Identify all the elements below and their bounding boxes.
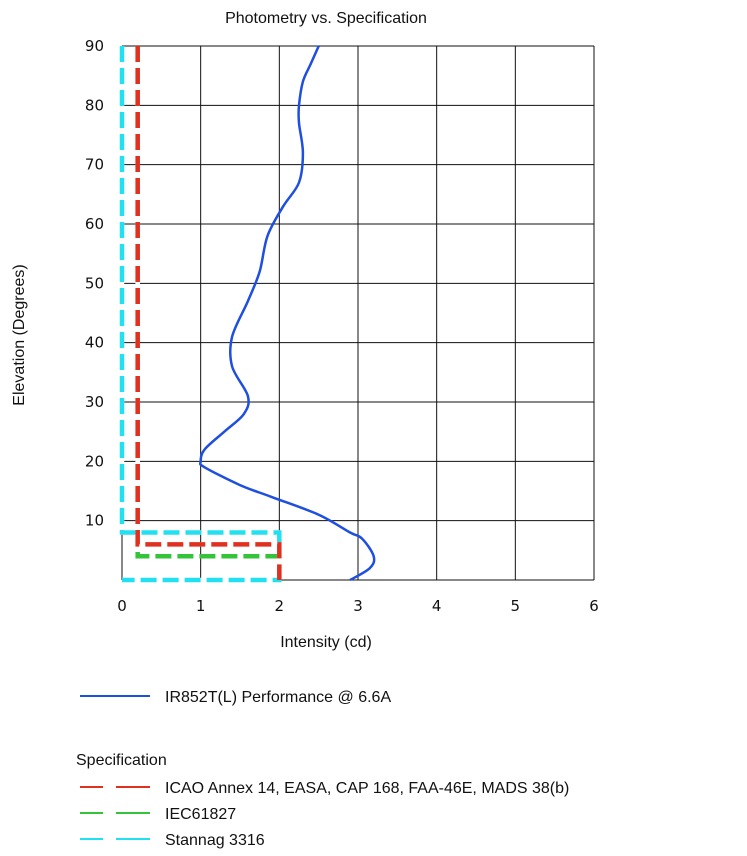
series-layer bbox=[122, 46, 374, 580]
legend-heading: Specification bbox=[76, 752, 167, 769]
series-performance-line bbox=[200, 46, 374, 580]
x-tick-label: 2 bbox=[275, 597, 285, 615]
legend-label-iec: IEC61827 bbox=[165, 806, 236, 823]
y-tick-label: 50 bbox=[85, 274, 104, 292]
y-tick-label: 60 bbox=[85, 215, 104, 233]
y-tick-label: 70 bbox=[85, 156, 104, 174]
y-tick-label: 30 bbox=[85, 393, 104, 411]
y-tick-label: 40 bbox=[85, 334, 104, 352]
legend-label-performance: IR852T(L) Performance @ 6.6A bbox=[165, 689, 391, 706]
series-icao-gap bbox=[138, 46, 280, 580]
chart-title: Photometry vs. Specification bbox=[225, 10, 427, 27]
y-axis-label: Elevation (Degrees) bbox=[11, 264, 28, 405]
series-icao-line bbox=[138, 46, 280, 580]
x-axis-label: Intensity (cd) bbox=[280, 634, 372, 651]
legend: IR852T(L) Performance @ 6.6A Specificati… bbox=[76, 689, 569, 849]
series-iec-line bbox=[138, 46, 280, 580]
grid bbox=[122, 46, 594, 580]
y-tick-label: 90 bbox=[85, 37, 104, 55]
x-tick-label: 3 bbox=[353, 597, 363, 615]
legend-label-stannag: Stannag 3316 bbox=[165, 832, 265, 849]
x-tick-label: 6 bbox=[589, 597, 599, 615]
series-iec-gap bbox=[138, 46, 280, 580]
y-tick-label: 20 bbox=[85, 452, 104, 470]
legend-label-icao: ICAO Annex 14, EASA, CAP 168, FAA-46E, M… bbox=[165, 780, 569, 797]
x-tick-label: 4 bbox=[432, 597, 442, 615]
x-tick-label: 1 bbox=[196, 597, 206, 615]
x-tick-label: 5 bbox=[511, 597, 521, 615]
y-tick-label: 80 bbox=[85, 96, 104, 114]
y-tick-label: 10 bbox=[85, 512, 104, 530]
x-tick-label: 0 bbox=[117, 597, 127, 615]
